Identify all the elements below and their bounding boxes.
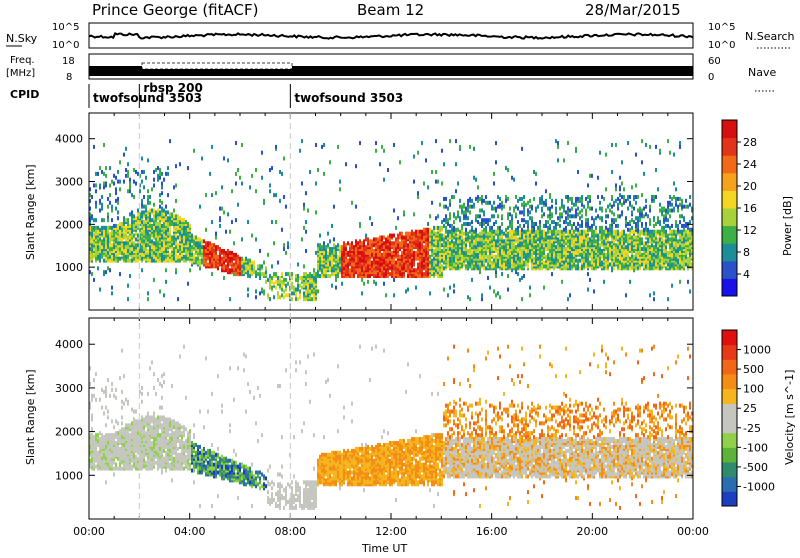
nsearch-tick-bottom: 10^0 [708,40,735,51]
colorbar-tick-label: 500 [743,363,764,376]
nave-label: Nave [748,66,776,79]
colorbar-swatch [722,330,737,345]
freq-label: Freq. [10,55,35,66]
colorbar-swatch [722,173,737,191]
colorbar-tick-label: 1000 [743,344,771,357]
nsky-tick-top: 10^5 [52,22,79,33]
colorbar-tick-label: 16 [743,202,757,215]
power-ylabel: Slant Range [km] [24,164,37,260]
colorbar-swatch [722,359,737,374]
colorbar-swatch [722,120,737,138]
colorbar-tick-label: -500 [743,461,768,474]
ytick-label: 1000 [55,261,83,274]
xtick-label: 20:00 [576,525,608,538]
beam-title: Beam 12 [357,1,424,19]
nsky-tick-bottom: 10^0 [52,40,79,51]
station-title: Prince George (fitACF) [92,1,258,19]
nave-tick-bottom: 0 [708,72,714,83]
freq-unit-label: [MHz] [6,68,35,79]
colorbar-swatch [722,374,737,389]
nave-trace-rbsp [142,63,292,69]
nave-tick-top: 60 [708,56,721,67]
xlabel-time-ut: Time UT [361,542,407,554]
ytick-label: 1000 [55,469,83,482]
freq-tick-top: 18 [62,56,75,67]
power-colorbar-label: Power [dB] [781,196,794,256]
colorbar-tick-label: 4 [743,268,750,281]
ytick-label: 4000 [55,338,83,351]
colorbar-tick-label: 25 [743,402,757,415]
xtick-label: 16:00 [476,525,508,538]
ytick-label: 4000 [55,133,83,146]
cpid-entry-1: rbsp 200 [143,81,202,95]
colorbar-swatch [722,243,737,261]
ytick-label: 2000 [55,426,83,439]
cpid-label: CPID [10,88,39,101]
colorbar-swatch [722,433,737,448]
colorbar-tick-label: -100 [743,441,768,454]
colorbar-tick-label: 8 [743,246,750,259]
xtick-label: 12:00 [375,525,407,538]
colorbar-tick-label: -1000 [743,480,775,493]
xtick-label: 08:00 [274,525,306,538]
colorbar-swatch [722,190,737,208]
colorbar-swatch [722,447,737,462]
xtick-label: 04:00 [174,525,206,538]
colorbar-swatch [722,226,737,244]
colorbar-tick-label: 100 [743,383,764,396]
colorbar-swatch [722,418,737,433]
colorbar-swatch [722,278,737,296]
xtick-label: 00:00 [677,525,709,538]
freq-tick-bottom: 8 [66,72,72,83]
freq-strip: Freq. [MHz] 18 8 60 0 Nave [6,54,776,91]
colorbar-swatch [722,403,737,418]
colorbar-swatch [722,138,737,156]
ytick-label: 3000 [55,382,83,395]
colorbar-tick-label: -25 [743,422,761,435]
colorbar-tick-label: 20 [743,180,757,193]
colorbar-swatch [722,261,737,279]
colorbar-swatch [722,477,737,492]
xtick-label: 00:00 [73,525,105,538]
colorbar-swatch [722,491,737,506]
colorbar-swatch [722,345,737,360]
colorbar-tick-label: 24 [743,158,757,171]
nsearch-tick-top: 10^5 [708,22,735,33]
nsky-trace [89,33,693,38]
ytick-label: 3000 [55,176,83,189]
date-title: 28/Mar/2015 [585,1,681,19]
colorbar-swatch [722,462,737,477]
colorbar-tick-label: 12 [743,224,757,237]
ytick-label: 2000 [55,218,83,231]
colorbar-tick-label: 28 [743,136,757,149]
velocity-colorbar-label: Velocity [m s^-1] [783,370,796,465]
power-panel: 1000 2000 3000 4000 Slant Range [km] 4 8 12 16… [24,113,794,310]
colorbar-swatch [722,155,737,173]
nsky-strip: N.Sky 10^5 10^0 10^5 10^0 N.Search [6,22,795,51]
cpid-entry-2: twofsound 3503 [294,91,403,105]
velocity-ylabel: Slant Range [km] [24,369,37,465]
nsearch-label: N.Search [745,30,795,43]
nsky-label: N.Sky [6,32,38,45]
colorbar-swatch [722,208,737,226]
colorbar-swatch [722,389,737,404]
